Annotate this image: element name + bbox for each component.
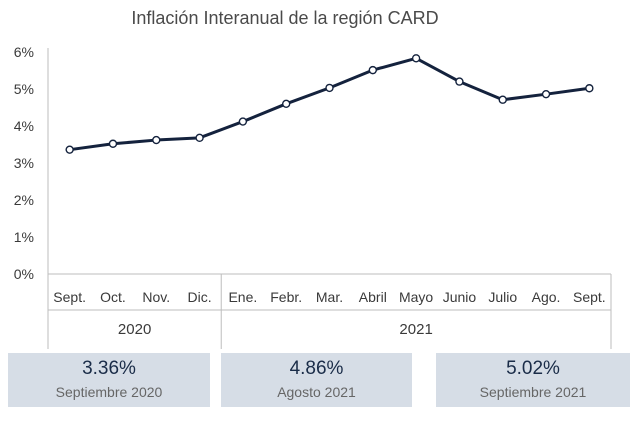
series-line xyxy=(69,56,590,152)
x-tick-label: Abril xyxy=(359,289,387,305)
stat-card-label: Agosto 2021 xyxy=(277,384,356,400)
data-point xyxy=(541,89,551,99)
data-point xyxy=(152,135,161,145)
y-tick-label: 6% xyxy=(14,44,34,60)
chart-title: Inflación Interanual de la región CARD xyxy=(131,8,439,28)
x-tick-label: Junio xyxy=(443,289,477,305)
data-point xyxy=(281,99,291,109)
x-tick-label: Dic. xyxy=(188,289,212,305)
x-tick-label: Ago. xyxy=(532,289,561,305)
y-tick-label: 3% xyxy=(14,155,34,171)
data-point xyxy=(325,83,334,93)
stat-card-sept-2021: 5.02% Septiembre 2021 xyxy=(436,353,630,407)
data-point xyxy=(368,65,378,75)
line-chart: 0% 1% 2% 3% 4% 5% 6% Sept. Oct. Nov. Dic. Ene. Febr.… xyxy=(14,44,612,349)
data-point xyxy=(108,139,118,148)
data-point xyxy=(498,95,507,104)
group-label: 2020 xyxy=(118,321,151,338)
stat-card-sept-2020: 3.36% Septiembre 2020 xyxy=(8,353,210,407)
stat-card-value: 3.36% xyxy=(82,358,136,379)
stat-card-value: 4.86% xyxy=(289,358,344,379)
data-point xyxy=(455,77,464,86)
data-point xyxy=(411,54,421,63)
y-tick-label: 5% xyxy=(14,81,34,97)
stat-card-label: Septiembre 2020 xyxy=(55,384,163,400)
x-tick-label: Sept. xyxy=(573,289,606,305)
stat-card-value: 5.02% xyxy=(506,358,560,379)
y-tick-label: 0% xyxy=(14,266,34,282)
x-tick-label: Ene. xyxy=(228,289,257,305)
data-point xyxy=(65,145,74,154)
data-point xyxy=(238,117,248,126)
x-tick-label: Nov. xyxy=(142,289,170,305)
y-tick-label: 1% xyxy=(14,229,34,245)
group-label: 2021 xyxy=(399,321,432,338)
data-point xyxy=(585,84,594,93)
x-tick-label: Julio xyxy=(488,289,517,305)
stat-card-ago-2021: 4.86% Agosto 2021 xyxy=(221,353,412,407)
stat-card-label: Septiembre 2021 xyxy=(479,384,587,400)
x-tick-label: Mar. xyxy=(316,289,343,305)
x-tick-label: Febr. xyxy=(270,289,302,305)
x-tick-label: Oct. xyxy=(100,289,126,305)
x-tick-label: Mayo xyxy=(399,289,433,305)
y-tick-label: 4% xyxy=(14,118,34,134)
data-point xyxy=(195,133,204,143)
y-tick-label: 2% xyxy=(14,192,34,208)
x-tick-label: Sept. xyxy=(53,289,86,305)
